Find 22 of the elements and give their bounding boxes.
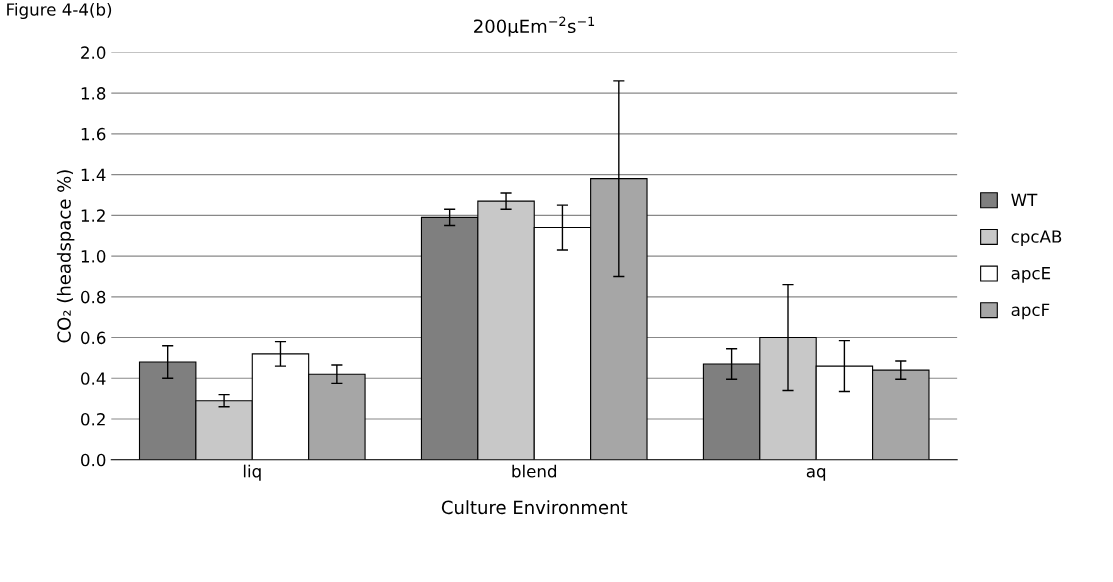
y-tick-label: 1.8 (81, 87, 106, 100)
legend-label: apcF (1011, 303, 1050, 320)
y-tick-label: 1.2 (81, 209, 105, 222)
chart-title: 200μEm$^{−2}$s$^{−1}$ (474, 16, 595, 37)
y-axis-title: CO₂ (headspace %) (56, 170, 75, 343)
x-tick-label: aq (806, 467, 826, 481)
y-tick-label: 1.0 (81, 250, 106, 263)
x-tick-label: blend (512, 464, 557, 478)
x-axis-title: Culture Environment (441, 500, 628, 515)
y-tick-label: 0.4 (81, 372, 106, 385)
y-tick-label: 2.0 (81, 46, 106, 59)
legend-label: WT (1011, 193, 1038, 206)
x-tick-label: liq (243, 464, 261, 481)
y-tick-label: 0.8 (81, 290, 106, 304)
y-tick-label: 0.2 (81, 413, 105, 426)
legend-label: apcE (1011, 267, 1051, 283)
y-tick-label: 1.4 (81, 168, 106, 181)
y-tick-label: 1.6 (81, 127, 106, 141)
y-tick-label: 0.6 (81, 331, 106, 345)
legend-label: cpcAB (1011, 230, 1062, 247)
y-tick-label: 0.0 (81, 453, 106, 467)
caption: Figure 4-4(b) (7, 2, 112, 20)
